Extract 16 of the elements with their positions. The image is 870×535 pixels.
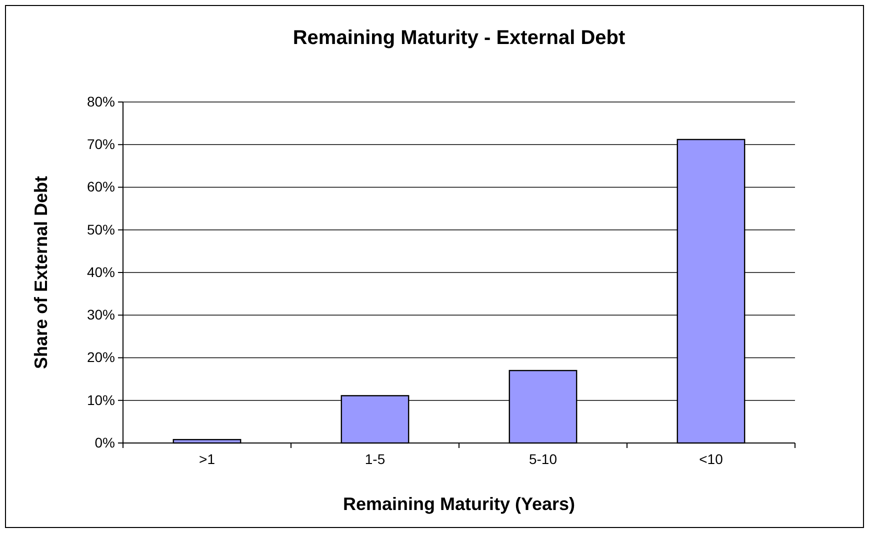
y-tick-label: 10% <box>86 392 115 408</box>
y-axis-title: Share of External Debt <box>31 176 51 370</box>
x-axis-title: Remaining Maturity (Years) <box>342 494 576 514</box>
x-tick-label: 5-10 <box>528 451 558 468</box>
x-tick-label: <10 <box>699 451 724 468</box>
y-tick-label: 20% <box>86 349 115 366</box>
y-tick-label: 40% <box>86 264 115 280</box>
y-tick-label: 30% <box>86 306 115 323</box>
y-tick-label: 0% <box>94 434 115 450</box>
y-tick-label: 80% <box>86 93 115 110</box>
y-tick-label: 50% <box>86 221 115 238</box>
y-tick-label: 60% <box>86 178 115 195</box>
chart-title: Remaining Maturity - External Debt <box>292 27 626 49</box>
x-tick-label: >1 <box>199 451 216 468</box>
y-tick-label: 70% <box>86 136 115 152</box>
x-tick-label: 1-5 <box>364 451 386 468</box>
